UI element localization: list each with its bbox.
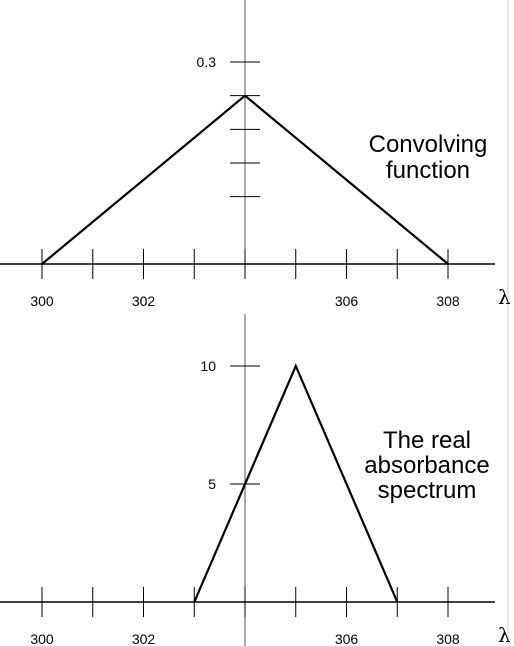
y-tick-label: 0.3 — [197, 54, 217, 70]
annotation-line: function — [386, 157, 470, 184]
y-tick-label: 10 — [200, 358, 216, 374]
y-tick-label: 5 — [208, 476, 216, 492]
x-tick-label: 308 — [436, 631, 460, 646]
chart-panel-bottom: 300 302 306 308 5 10 λ The realabsorbancespectr… — [0, 314, 511, 646]
x-tick-label: 300 — [30, 631, 54, 646]
annotation-line: spectrum — [378, 477, 477, 504]
series-line — [41, 94, 449, 265]
annotation-line: Convolving — [369, 131, 488, 158]
series-line — [193, 363, 399, 603]
x-tick-label: 300 — [30, 293, 54, 309]
annotation-line: absorbance — [364, 452, 489, 479]
x-axis-label: λ — [498, 623, 511, 646]
x-axis-label: λ — [498, 285, 511, 309]
x-tick-label: 302 — [132, 293, 156, 309]
x-tick-label: 308 — [436, 293, 460, 309]
annotation-line: The real — [383, 427, 471, 454]
x-tick-label: 302 — [132, 631, 156, 646]
x-tick-label: 306 — [335, 293, 359, 309]
x-tick-label: 306 — [335, 631, 359, 646]
